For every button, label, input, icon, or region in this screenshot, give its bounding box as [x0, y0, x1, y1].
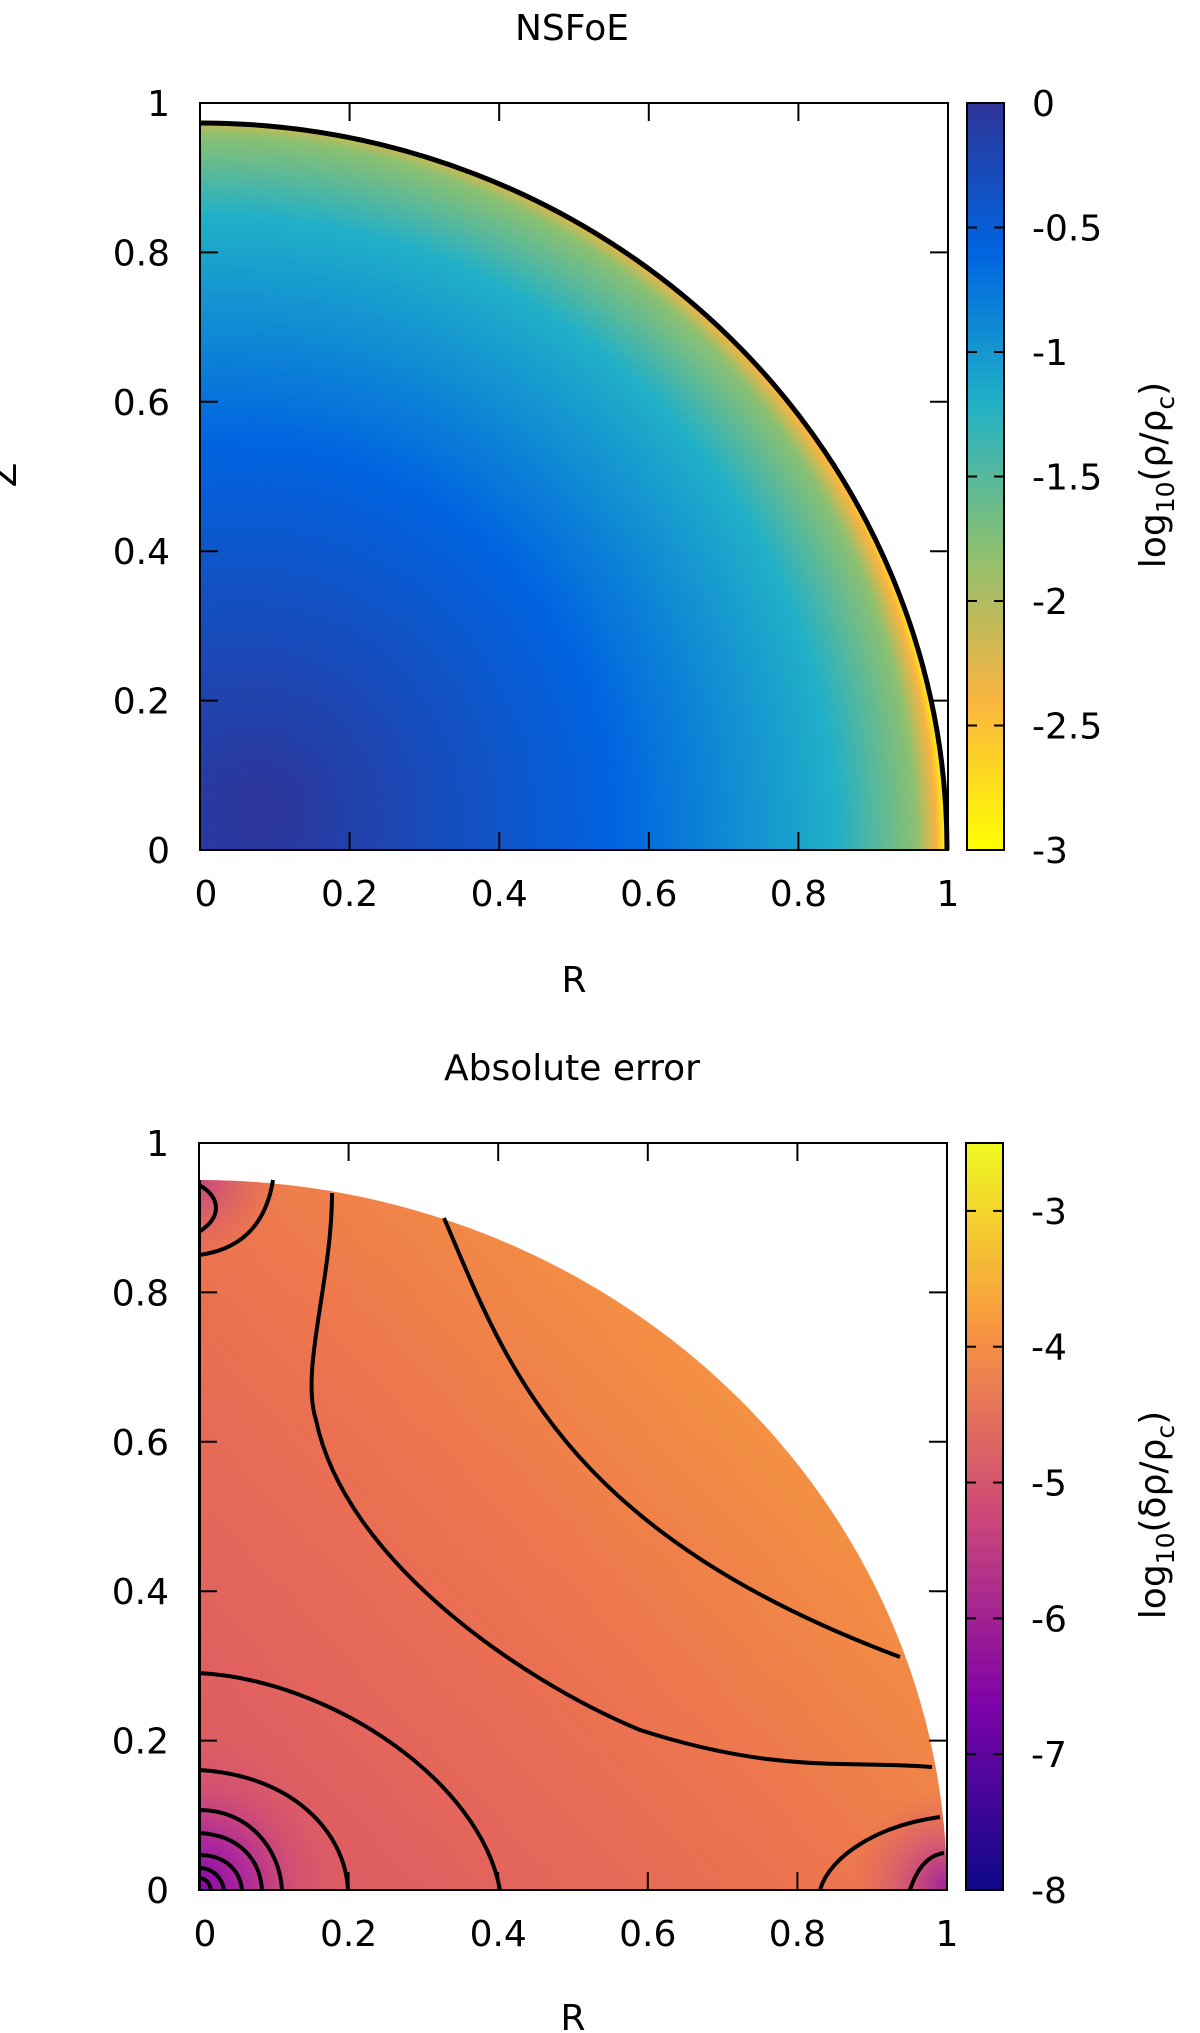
- y-tick-label: 0.6: [112, 1423, 169, 1464]
- panel2-x-axis-label: R: [560, 1998, 585, 2033]
- contour-line: [442, 1217, 901, 1659]
- y-tick-label: 0.4: [113, 532, 170, 573]
- contour-line: [198, 1179, 275, 1257]
- colorbar-tick-label: -7: [1031, 1735, 1067, 1776]
- y-tick-label: 1: [147, 84, 170, 125]
- panel1-density-field: [200, 123, 947, 850]
- colorbar-tick-label: -3: [1032, 831, 1068, 872]
- colorbar-tick-label: 0: [1032, 84, 1055, 125]
- contour-line: [198, 1671, 502, 1891]
- colorbar-tick-label: -4: [1031, 1328, 1067, 1369]
- y-tick-label: 0.8: [112, 1273, 169, 1314]
- panel1-plot-frame: [199, 102, 949, 851]
- colorbar-tick-label: -1.5: [1032, 458, 1102, 499]
- colorbar-tick-label: -1: [1032, 333, 1068, 374]
- panel-absolute-error: Absolute error 0 0.2 0.4 0.6 0.8 1 0 0.2 0.4 0.6…: [112, 1048, 1180, 2033]
- contour-line: [198, 1831, 264, 1891]
- x-tick-label: 0.4: [470, 1914, 527, 1955]
- contour-line: [908, 1851, 945, 1891]
- panel-nsfoe: NSFoE 00.20.40.60.81 00.20.40.60.81 R Z …: [0, 8, 1180, 1001]
- contour-line: [197, 1183, 218, 1234]
- contour-line: [198, 1808, 284, 1891]
- x-tick-label: 0.4: [471, 874, 528, 915]
- panel1-title: NSFoE: [515, 8, 629, 49]
- y-tick-label: 1: [146, 1124, 169, 1165]
- panel1-colorbar-ticks: 0 -0.5 -1 -1.5 -2 -2.5 -3: [967, 84, 1102, 872]
- panel1-x-axis-label: R: [561, 960, 586, 1001]
- panel2-error-field: [199, 1180, 947, 1890]
- panel1-y-axis-label: Z: [0, 463, 25, 488]
- y-tick-label: 0.2: [113, 682, 170, 723]
- contour-line: [198, 1768, 350, 1891]
- contour-line: [309, 1192, 933, 1769]
- colorbar-tick-label: -0.5: [1032, 209, 1102, 250]
- colorbar-tick-label: -3: [1031, 1192, 1067, 1233]
- y-tick-label: 0.8: [113, 233, 170, 274]
- panel1-y-ticks: 0 0.2 0.4 0.6 0.8 1: [113, 84, 948, 872]
- panel2-plot-frame: [198, 1142, 948, 1891]
- panel2-x-ticks: 0 0.2 0.4 0.6 0.8 1: [194, 1143, 959, 1955]
- contour-line: [198, 1866, 226, 1891]
- panel2-title: Absolute error: [444, 1048, 700, 1089]
- panel1-surface-boundary: [199, 120, 950, 851]
- panel2-y-ticks: 0 0.2 0.4 0.6 0.8 1: [112, 1124, 947, 1912]
- y-tick-label: 0.6: [113, 383, 170, 424]
- x-tick-label: 1: [937, 874, 960, 915]
- x-tick-label: 0.2: [321, 874, 378, 915]
- y-tick-label: 0.4: [112, 1572, 169, 1613]
- colorbar-tick-label: -5: [1031, 1464, 1067, 1505]
- panel1-colorbar-label: log10(ρ/ρc): [1133, 382, 1180, 568]
- panel2-contour-lines: [197, 1179, 945, 1891]
- x-tick-label: 0: [195, 874, 218, 915]
- contour-line: [198, 1853, 244, 1891]
- x-tick-label: 1: [936, 1914, 959, 1955]
- contour-line: [818, 1815, 941, 1891]
- y-tick-label: 0: [147, 831, 170, 872]
- x-tick-label: 0.8: [770, 874, 827, 915]
- x-tick-label: 0.8: [769, 1914, 826, 1955]
- panel2-colorbar: [965, 1142, 1004, 1891]
- y-tick-label: 0.2: [112, 1722, 169, 1763]
- colorbar-tick-label: -6: [1031, 1599, 1067, 1640]
- x-tick-label: 0.2: [320, 1914, 377, 1955]
- colorbar-tick-label: -8: [1031, 1871, 1067, 1912]
- colorbar-tick-label: -2.5: [1032, 707, 1102, 748]
- panel2-colorbar-label: log10(δρ/ρc): [1133, 1411, 1180, 1619]
- y-tick-label: 0: [146, 1871, 169, 1912]
- x-tick-label: 0.6: [619, 1914, 676, 1955]
- x-tick-label: 0.6: [620, 874, 677, 915]
- panel1-x-ticks: 0 0.2 0.4 0.6 0.8 1: [195, 103, 960, 915]
- colorbar-tick-label: -2: [1032, 582, 1068, 623]
- panel2-colorbar-ticks: -3 -4 -5 -6 -7 -8: [966, 1192, 1067, 1912]
- x-tick-label: 0: [194, 1914, 217, 1955]
